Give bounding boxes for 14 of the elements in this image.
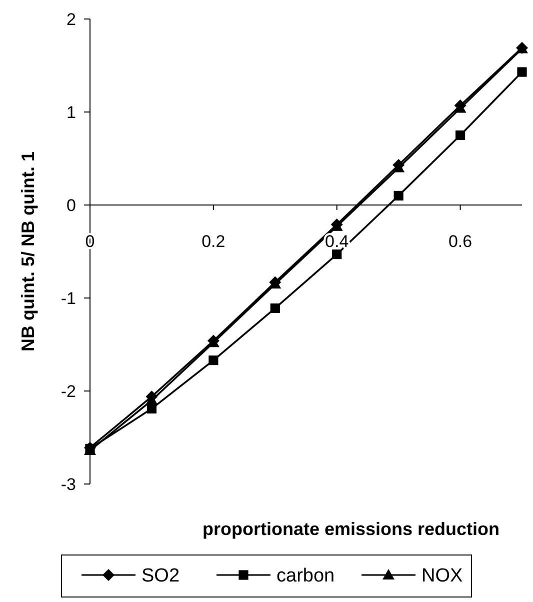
x-tick-label: 0.2 — [202, 232, 226, 251]
y-tick-label: 2 — [66, 10, 76, 29]
legend-label: carbon — [276, 566, 335, 587]
legend-label: SO2 — [142, 566, 180, 587]
y-tick-label: -2 — [60, 382, 76, 401]
x-axis-title: proportionate emissions reduction — [202, 519, 500, 539]
y-tick-label: -1 — [60, 288, 76, 308]
y-tick-label: 1 — [66, 102, 76, 122]
x-tick-label: 0.4 — [325, 232, 349, 251]
legend-label: NOX — [422, 566, 463, 587]
x-tick-label: 0.6 — [448, 232, 472, 251]
y-axis-title: NB quint. 5/ NB quint. 1 — [18, 152, 38, 352]
y-tick-label: -3 — [60, 474, 76, 494]
y-tick-label: 0 — [66, 196, 76, 215]
